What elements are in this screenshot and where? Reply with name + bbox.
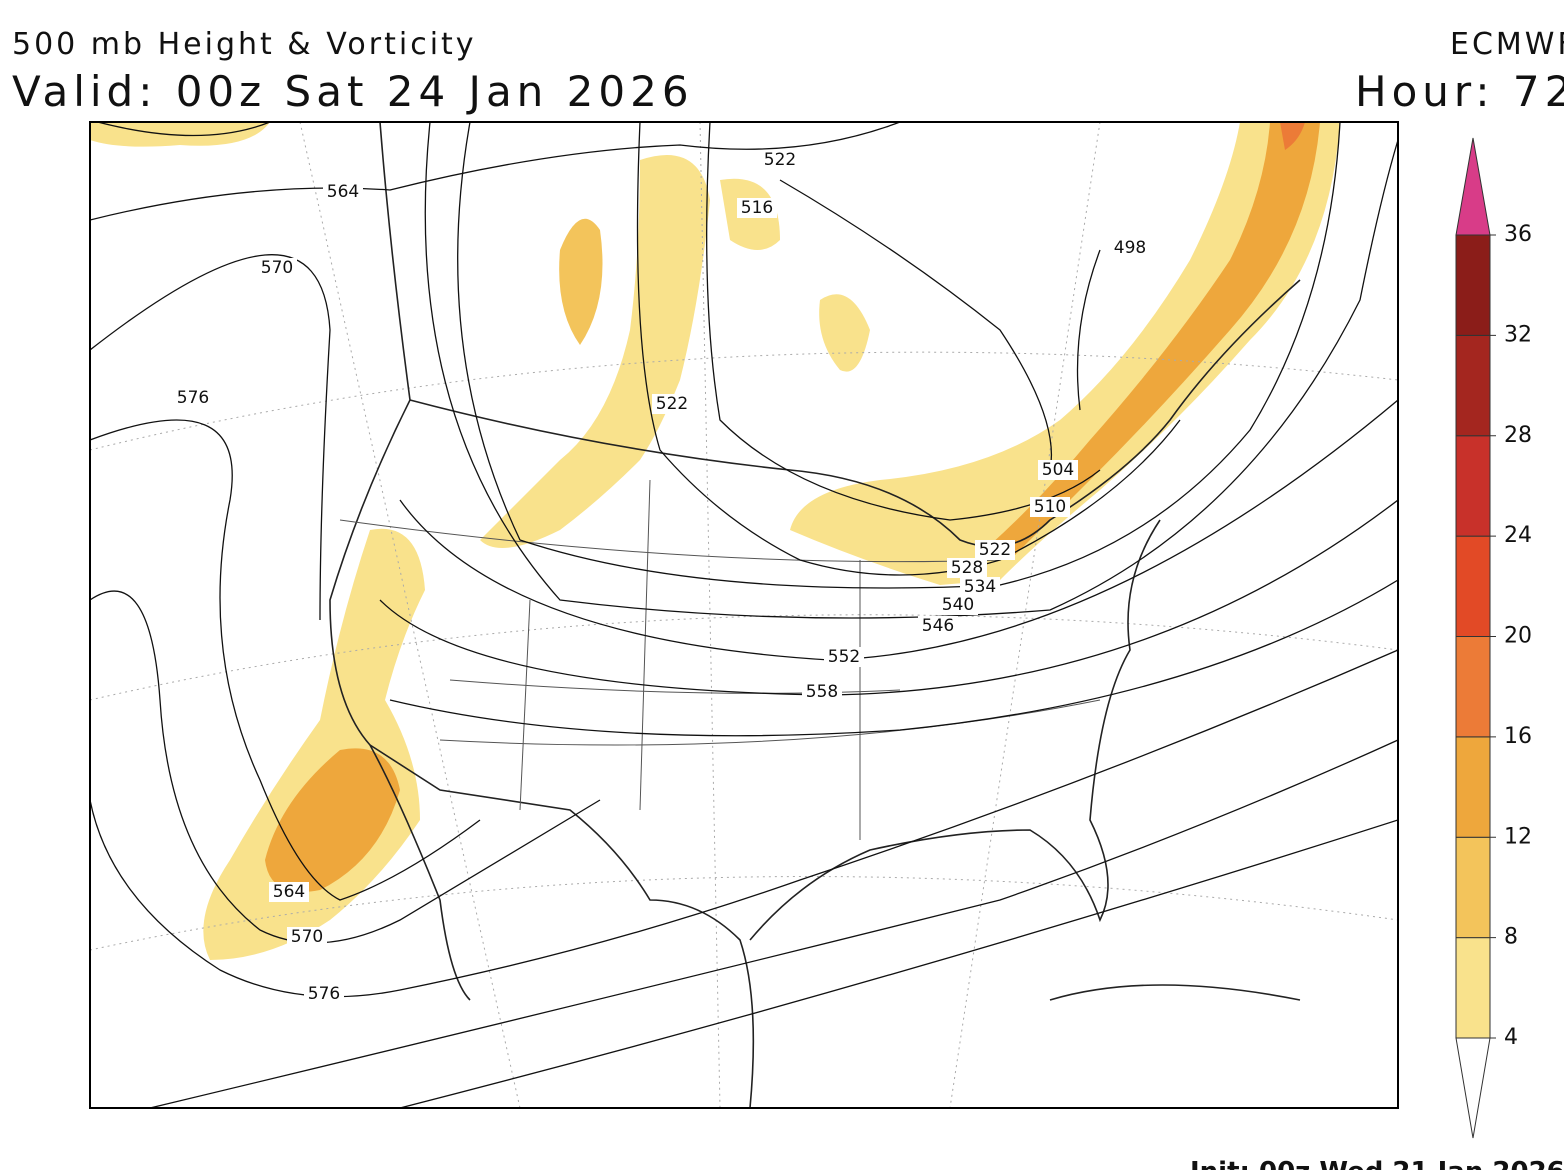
contour-label: 576 [177,388,209,408]
colorbar-over [1455,137,1491,236]
graticule [90,122,1398,1108]
colorbar-tick-label: 36 [1504,222,1532,247]
label-box [737,198,777,218]
contour-label: 558 [806,682,838,702]
contour-label: 516 [741,198,773,218]
colorbar-tick-label: 24 [1504,523,1532,548]
colorbar-tick-label: 12 [1504,824,1532,849]
colorbar-under [1455,1037,1491,1139]
boundaries [329,122,1301,1108]
label-box [1030,497,1070,517]
label-box [824,647,864,667]
colorbar-segment [1455,836,1491,939]
contour-label: 522 [764,150,796,170]
contour-label: 510 [1034,497,1066,517]
colorbar-tick-label: 32 [1504,322,1532,347]
label-box [960,577,1000,597]
colorbar-segment [1455,334,1491,437]
contour-label: 504 [1042,460,1074,480]
colorbar-segment [1455,636,1491,738]
label-box [173,388,213,408]
contour-label: 546 [922,616,954,636]
forecast-hour: Hour: 72 [1355,67,1564,116]
colorbar-segment [1455,234,1491,336]
valid-time: Valid: 00z Sat 24 Jan 2026 [12,67,694,116]
vorticity-shading [90,122,1340,960]
contour-label: 528 [951,558,983,578]
label-box [257,258,297,278]
model-name: ECMWF [1450,27,1564,62]
label-box [1110,238,1150,258]
colorbar: 4 8 12 16 20 24 28 32 36 [1455,137,1532,1139]
contour-label: 552 [828,647,860,667]
label-box [1038,460,1078,480]
colorbar-tick-label: 8 [1504,925,1518,950]
label-box [918,616,958,636]
label-box [269,882,309,902]
colorbar-segment [1455,535,1491,637]
label-box [947,558,987,578]
colorbar-segment [1455,937,1491,1039]
map-title: 500 mb Height & Vorticity [12,27,477,62]
contour-label: 564 [327,182,359,202]
colorbar-tick-label: 20 [1504,624,1532,649]
label-box [323,182,363,202]
label-box [304,984,344,1004]
contour-label: 570 [261,258,293,278]
label-box [975,540,1015,560]
colorbar-segment [1455,435,1491,537]
colorbar-tick-label: 28 [1504,423,1532,448]
contour-label: 540 [942,595,974,615]
contour-label: 534 [964,577,996,597]
contour-label: 576 [308,984,340,1004]
label-box [760,150,800,170]
label-box [287,927,327,947]
label-box [938,595,978,615]
label-box [652,394,692,414]
colorbar-tick-label: 16 [1504,724,1532,749]
contour-label: 570 [291,927,323,947]
contour-label: 522 [979,540,1011,560]
label-box [802,682,842,702]
contour-label: 522 [656,394,688,414]
init-time: Init: 00z Wed 21 Jan 2026 [1190,1157,1564,1170]
height-contours [90,122,1398,1108]
contour-label: 498 [1114,238,1146,258]
contour-label: 564 [273,882,305,902]
colorbar-tick-label: 4 [1504,1025,1518,1050]
colorbar-segment [1455,736,1491,838]
